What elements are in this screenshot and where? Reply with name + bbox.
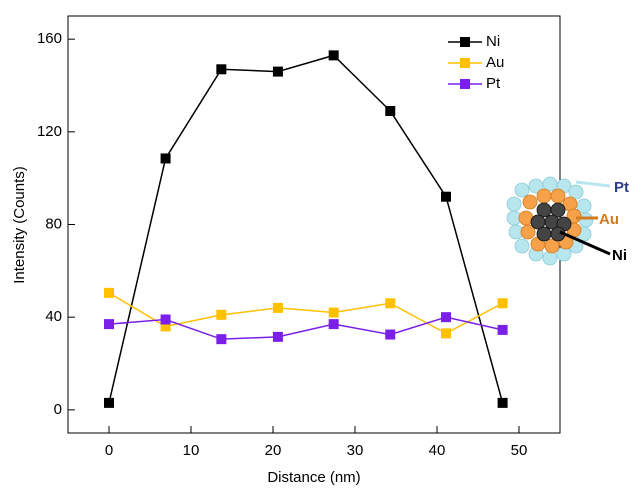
- data-point: [160, 153, 171, 164]
- data-point: [497, 324, 508, 335]
- legend-marker: [460, 37, 470, 47]
- series-line: [108, 54, 504, 404]
- annotation: Pt: [614, 179, 629, 196]
- data-point: [104, 319, 114, 330]
- y-axis-label: Intensity (Counts): [11, 166, 28, 284]
- annotation: Ni: [612, 247, 627, 264]
- data-point: [385, 105, 396, 116]
- legend-marker: [460, 58, 470, 68]
- data-point: [104, 397, 114, 408]
- y-tick-label: 80: [45, 215, 62, 232]
- x-tick-label: 20: [265, 442, 282, 459]
- inset-particle: Pt Au Ni: [506, 176, 629, 266]
- x-tick-label: 50: [511, 442, 528, 459]
- data-point: [385, 298, 396, 309]
- series-line: [108, 292, 503, 335]
- y-tick-label: 40: [45, 308, 62, 325]
- data-point: [328, 50, 339, 61]
- data-point: [385, 329, 396, 340]
- x-tick-label: 40: [429, 442, 446, 459]
- data-point: [272, 66, 283, 77]
- data-point: [216, 64, 227, 75]
- data-point: [441, 191, 452, 202]
- data-point: [272, 302, 283, 313]
- data-point: [497, 397, 508, 408]
- y-tick-label: 160: [37, 30, 62, 47]
- legend-marker: [460, 79, 470, 89]
- x-tick-label: 10: [183, 442, 200, 459]
- y-tick-label: 120: [37, 123, 62, 140]
- data-point: [441, 312, 452, 323]
- data-point: [160, 321, 171, 332]
- x-tick-label: 0: [105, 442, 113, 459]
- legend-label: Au: [486, 54, 504, 71]
- data-point: [104, 287, 114, 298]
- data-point: [328, 307, 339, 318]
- annotation: Au: [599, 211, 619, 228]
- legend-label: Pt: [486, 75, 501, 92]
- data-point: [216, 334, 227, 345]
- series-line: [108, 316, 503, 340]
- x-tick-label: 30: [347, 442, 364, 459]
- y-tick-label: 0: [54, 401, 62, 418]
- legend-label: Ni: [486, 33, 500, 50]
- data-point: [441, 328, 452, 339]
- data-point: [160, 314, 171, 325]
- x-axis-label: Distance (nm): [267, 469, 360, 486]
- data-point: [216, 309, 227, 320]
- data-point: [328, 319, 339, 330]
- data-point: [272, 331, 283, 342]
- data-point: [497, 298, 508, 309]
